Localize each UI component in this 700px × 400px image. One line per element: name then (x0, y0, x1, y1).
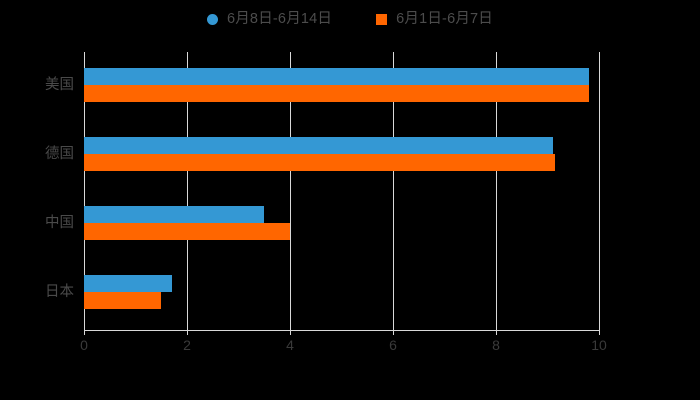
plot-area (84, 52, 600, 330)
y-axis-category-labels: 美国 德国 中国 日本 (0, 0, 74, 400)
x-axis-line (84, 330, 600, 331)
x-axis-tick-4 (290, 330, 291, 335)
x-axis-tick-6 (393, 330, 394, 335)
bar-series-1-category-1[interactable] (84, 68, 589, 85)
gridline-x-2 (187, 52, 188, 330)
legend-item-series-1[interactable]: 6月8日-6月14日 (206, 6, 333, 32)
bar-series-1-category-2[interactable] (84, 137, 553, 154)
legend-circle-marker-icon (206, 13, 218, 25)
gridline-x-8 (496, 52, 497, 330)
bar-series-2-category-1[interactable] (84, 85, 589, 102)
bar-series-2-category-3[interactable] (84, 223, 290, 240)
x-axis-tick-label-4: 4 (286, 337, 294, 353)
gridline-x-6 (393, 52, 394, 330)
y-axis-label-category-2: 德国 (45, 145, 74, 162)
x-axis-tick-label-0: 0 (80, 337, 88, 353)
y-axis-label-category-1: 美国 (45, 76, 74, 93)
gridline-x-10 (599, 52, 600, 330)
bar-series-2-category-2[interactable] (84, 154, 556, 171)
x-axis-tick-10 (599, 330, 600, 335)
gridline-x-0 (84, 52, 85, 330)
legend-label-series-1: 6月8日-6月14日 (226, 10, 333, 27)
bar-series-1-category-3[interactable] (84, 206, 265, 223)
y-axis-label-category-3: 中国 (45, 214, 74, 231)
x-axis-tick-0 (84, 330, 85, 335)
bar-series-1-category-4[interactable] (84, 275, 172, 292)
x-axis-tick-label-10: 10 (591, 337, 607, 353)
x-axis-tick-label-6: 6 (389, 337, 397, 353)
legend-square-marker-icon (376, 13, 388, 25)
y-axis-label-category-4: 日本 (45, 283, 74, 300)
x-axis-tick-2 (187, 330, 188, 335)
x-axis-tick-label-8: 8 (492, 337, 500, 353)
legend-label-series-2: 6月1日-6月7日 (396, 10, 494, 27)
x-axis-tick-label-2: 2 (183, 337, 191, 353)
chart-legend: 6月8日-6月14日 6月1日-6月7日 (0, 6, 700, 32)
x-axis-tick-8 (496, 330, 497, 335)
legend-item-series-2[interactable]: 6月1日-6月7日 (376, 6, 493, 32)
gridline-x-4 (290, 52, 291, 330)
bar-series-2-category-4[interactable] (84, 292, 162, 309)
